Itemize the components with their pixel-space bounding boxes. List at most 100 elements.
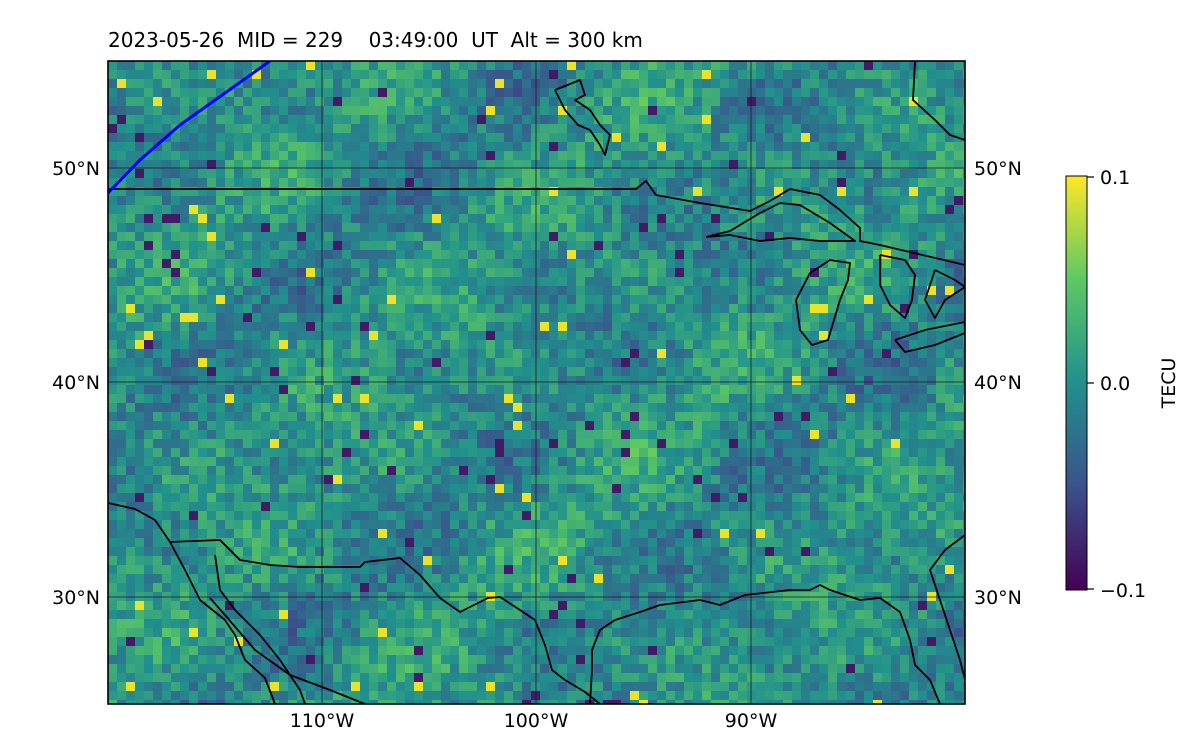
tec-pixel — [864, 286, 873, 295]
tec-pixel — [603, 430, 612, 439]
tec-pixel — [945, 160, 954, 169]
tec-pixel — [765, 403, 774, 412]
tec-pixel — [468, 268, 477, 277]
tec-pixel — [864, 502, 873, 511]
tec-pixel — [873, 511, 882, 520]
tec-pixel — [225, 187, 234, 196]
tec-pixel — [315, 358, 324, 367]
tec-pixel — [873, 313, 882, 322]
tec-pixel — [927, 88, 936, 97]
tec-pixel — [819, 295, 828, 304]
tec-pixel — [288, 511, 297, 520]
tec-pixel — [360, 124, 369, 133]
tec-pixel — [909, 250, 918, 259]
tec-pixel — [486, 142, 495, 151]
tec-pixel — [828, 61, 837, 70]
tec-pixel — [837, 349, 846, 358]
tec-pixel — [135, 331, 144, 340]
tec-pixel — [387, 439, 396, 448]
tec-pixel — [828, 385, 837, 394]
tec-pixel — [567, 358, 576, 367]
tec-pixel — [387, 214, 396, 223]
tec-pixel — [540, 223, 549, 232]
tec-pixel — [333, 124, 342, 133]
tec-pixel — [873, 169, 882, 178]
tec-pixel — [306, 421, 315, 430]
tec-pixel — [837, 439, 846, 448]
tec-pixel — [342, 214, 351, 223]
tec-pixel — [162, 502, 171, 511]
tec-pixel — [549, 205, 558, 214]
tec-pixel — [441, 349, 450, 358]
tec-pixel — [207, 430, 216, 439]
tec-pixel — [297, 79, 306, 88]
tec-pixel — [189, 331, 198, 340]
tec-pixel — [774, 484, 783, 493]
tec-pixel — [117, 367, 126, 376]
tec-pixel — [630, 241, 639, 250]
tec-pixel — [531, 331, 540, 340]
tec-pixel — [360, 70, 369, 79]
tec-pixel — [684, 115, 693, 124]
tec-pixel — [495, 169, 504, 178]
tec-pixel — [864, 520, 873, 529]
tec-pixel — [603, 106, 612, 115]
tec-pixel — [216, 367, 225, 376]
tec-pixel — [882, 349, 891, 358]
tec-pixel — [531, 385, 540, 394]
tec-pixel — [738, 250, 747, 259]
tec-pixel — [720, 349, 729, 358]
tec-pixel — [351, 421, 360, 430]
tec-pixel — [864, 241, 873, 250]
tec-pixel — [783, 61, 792, 70]
tec-pixel — [216, 97, 225, 106]
tec-pixel — [720, 169, 729, 178]
tec-pixel — [198, 196, 207, 205]
tec-pixel — [495, 376, 504, 385]
tec-pixel — [162, 367, 171, 376]
tec-pixel — [873, 475, 882, 484]
tec-pixel — [711, 205, 720, 214]
tec-pixel — [324, 214, 333, 223]
tec-pixel — [324, 70, 333, 79]
tec-pixel — [279, 520, 288, 529]
tec-pixel — [441, 340, 450, 349]
tec-pixel — [369, 511, 378, 520]
tec-pixel — [765, 124, 774, 133]
tec-pixel — [189, 358, 198, 367]
tec-pixel — [684, 313, 693, 322]
tec-pixel — [234, 412, 243, 421]
tec-pixel — [900, 385, 909, 394]
tec-pixel — [540, 466, 549, 475]
tec-pixel — [306, 160, 315, 169]
tec-pixel — [270, 250, 279, 259]
tec-pixel — [540, 70, 549, 79]
tec-pixel — [900, 394, 909, 403]
tec-pixel — [423, 349, 432, 358]
tec-pixel — [180, 457, 189, 466]
tec-pixel — [306, 205, 315, 214]
tec-pixel — [333, 241, 342, 250]
tec-pixel — [459, 484, 468, 493]
tec-pixel — [477, 61, 486, 70]
tec-pixel — [504, 331, 513, 340]
tec-pixel — [720, 61, 729, 70]
tec-pixel — [207, 223, 216, 232]
tec-pixel — [117, 205, 126, 214]
tec-pixel — [189, 340, 198, 349]
tec-pixel — [459, 412, 468, 421]
tec-pixel — [702, 358, 711, 367]
tec-pixel — [594, 322, 603, 331]
tec-pixel — [603, 268, 612, 277]
tec-pixel — [576, 394, 585, 403]
tec-pixel — [234, 304, 243, 313]
tec-pixel — [396, 322, 405, 331]
tec-pixel — [900, 358, 909, 367]
tec-pixel — [810, 142, 819, 151]
tec-pixel — [405, 214, 414, 223]
tec-pixel — [738, 403, 747, 412]
tec-pixel — [432, 322, 441, 331]
tec-pixel — [297, 70, 306, 79]
tec-pixel — [783, 484, 792, 493]
tec-pixel — [495, 88, 504, 97]
